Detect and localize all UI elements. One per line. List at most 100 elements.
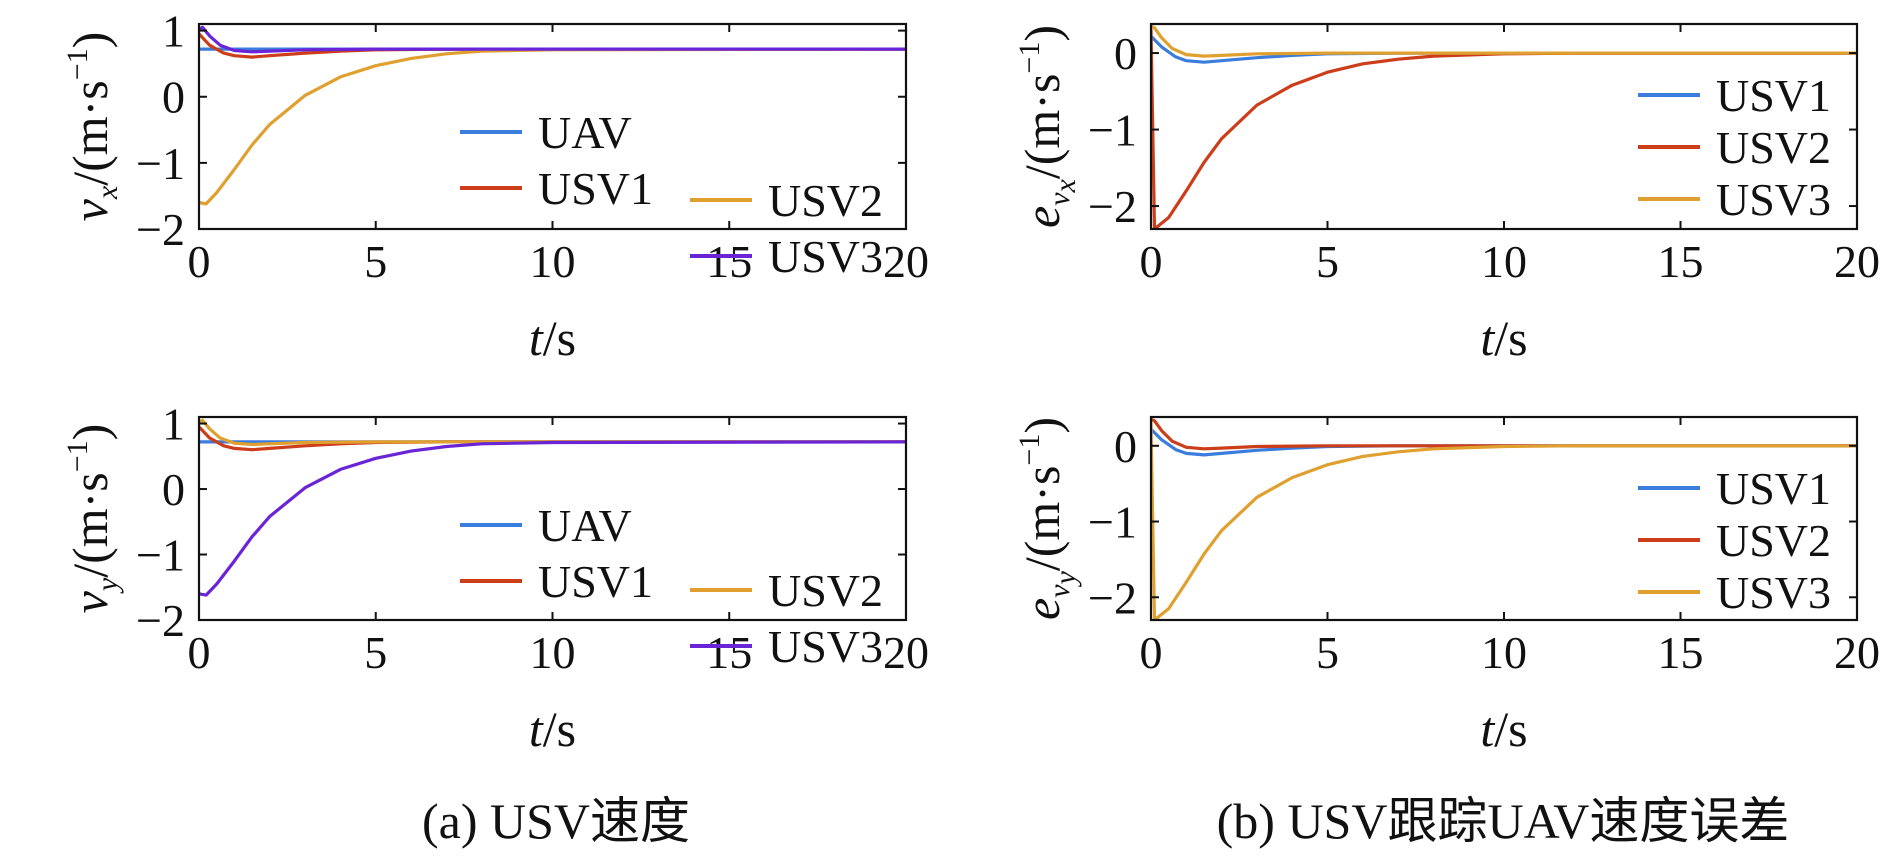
y-label-base: e: [1014, 598, 1070, 620]
y-label-close: ): [62, 424, 118, 441]
y-tick-label: 1: [162, 399, 185, 450]
y-tick-label: 1: [162, 6, 185, 57]
x-tick-label: 20: [1834, 627, 1880, 678]
x-tick-label: 10: [530, 236, 576, 287]
legend-label-usv1: USV1: [538, 163, 653, 214]
x-tick-label: 15: [1658, 627, 1704, 678]
x-tick-label: 5: [1316, 627, 1339, 678]
x-tick-label: 5: [1316, 236, 1339, 287]
y-label-sub: x: [91, 185, 124, 200]
y-label-unit: /(m·s: [1014, 74, 1070, 180]
x-tick-label: 5: [364, 627, 387, 678]
y-label-subsub: y: [1049, 570, 1082, 587]
y-tick-label: 0: [1114, 28, 1137, 79]
x-tick-label: 0: [1140, 627, 1163, 678]
x-tick-label: 20: [883, 236, 929, 287]
x-axis-label: t/s: [529, 310, 576, 366]
series-line-usv3: [199, 440, 906, 597]
y-axis-label: evy/(m·s−1): [1013, 417, 1082, 620]
y-label-sub: y: [91, 577, 124, 594]
x-label-var: t: [529, 701, 544, 757]
x-tick-label: 15: [1658, 236, 1704, 287]
y-tick-label: −2: [136, 595, 185, 646]
series-line-usv3: [1151, 421, 1857, 620]
y-label-base: v: [62, 198, 118, 221]
y-label-unit: /(m·s: [1014, 466, 1070, 572]
series-line-usv2: [199, 418, 906, 447]
series-line-usv1: [1151, 427, 1857, 457]
y-label-close: ): [1014, 417, 1070, 434]
x-tick-label: 15: [706, 627, 752, 678]
legend-label-usv2: USV2: [768, 175, 883, 226]
series-line-usv3: [1151, 24, 1857, 58]
legend-label-uav: UAV: [538, 107, 632, 158]
x-label-unit: /s: [543, 310, 576, 366]
y-axis-label: evx/(m·s−1): [1013, 25, 1082, 228]
legend-label-usv3: USV3: [1716, 567, 1831, 618]
y-label-sup: −1: [1013, 434, 1046, 466]
y-label-sup: −1: [1013, 42, 1046, 74]
series-line-usv2: [1151, 417, 1857, 451]
y-tick-label: −1: [1088, 497, 1137, 548]
y-label-close: ): [1014, 25, 1070, 42]
x-tick-label: 0: [188, 627, 211, 678]
y-tick-label: −2: [1088, 181, 1137, 232]
series-line-usv1: [1151, 34, 1857, 64]
x-tick-label: 0: [188, 236, 211, 287]
legend-label-usv1: USV1: [1716, 70, 1831, 121]
x-label-var: t: [529, 310, 544, 366]
legend-label-usv1: USV1: [1716, 463, 1831, 514]
y-tick-label: −1: [136, 530, 185, 581]
x-label-var: t: [1480, 701, 1495, 757]
legend-label-usv2: USV2: [768, 565, 883, 616]
x-tick-label: 20: [883, 627, 929, 678]
x-tick-label: 15: [706, 236, 752, 287]
y-label-sup: −1: [61, 440, 94, 472]
y-tick-label: −2: [1088, 572, 1137, 623]
legend-label-uav: UAV: [538, 500, 632, 551]
x-tick-label: 5: [364, 236, 387, 287]
y-label-unit: /(m·s: [62, 472, 118, 578]
x-tick-label: 10: [530, 627, 576, 678]
y-tick-label: −1: [1088, 105, 1137, 156]
x-tick-label: 0: [1140, 236, 1163, 287]
y-axis-label: vy/(m·s−1): [61, 424, 124, 614]
y-tick-label: 0: [162, 464, 185, 515]
x-tick-label: 10: [1481, 236, 1527, 287]
y-label-sub: v: [1043, 584, 1076, 598]
y-tick-label: −2: [136, 204, 185, 255]
x-tick-label: 10: [1481, 627, 1527, 678]
y-label-sup: −1: [61, 48, 94, 80]
y-label-base: e: [1014, 206, 1070, 228]
x-tick-label: 20: [1834, 236, 1880, 287]
x-axis-label: t/s: [1480, 310, 1527, 366]
caption-b: (b) USV跟踪UAV速度误差: [1217, 793, 1790, 849]
x-axis-label: t/s: [529, 701, 576, 757]
y-tick-label: −1: [136, 138, 185, 189]
y-label-subsub: x: [1049, 178, 1082, 193]
series-line-usv1: [199, 425, 906, 452]
y-label-close: ): [62, 32, 118, 49]
y-label-unit: /(m·s: [62, 80, 118, 186]
x-label-unit: /s: [543, 701, 576, 757]
x-label-unit: /s: [1494, 310, 1527, 366]
y-label-base: v: [62, 590, 118, 613]
legend-label-usv3: USV3: [1716, 174, 1831, 225]
y-tick-label: 0: [162, 72, 185, 123]
caption-a: (a) USV速度: [422, 793, 690, 849]
series-line-usv2: [199, 47, 906, 206]
legend-label-usv1: USV1: [538, 556, 653, 607]
x-axis-label: t/s: [1480, 701, 1527, 757]
y-axis-label: vx/(m·s−1): [61, 32, 124, 222]
x-label-unit: /s: [1494, 701, 1527, 757]
